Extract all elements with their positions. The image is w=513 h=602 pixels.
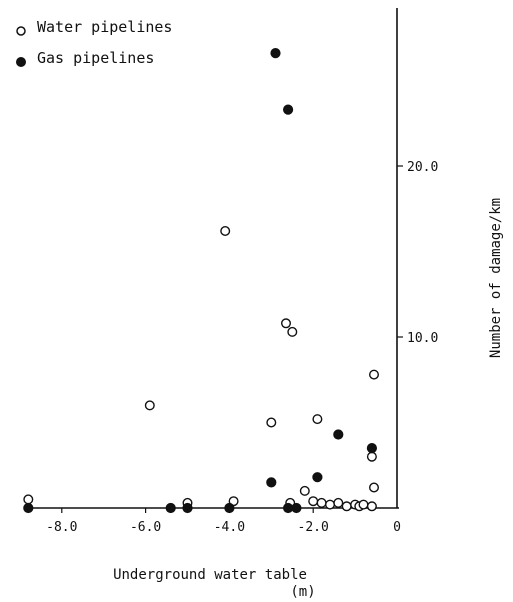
y-axis-title: Number of damage/km: [488, 198, 504, 358]
water-pipeline-point: [366, 451, 377, 462]
water-pipeline-point: [316, 497, 327, 508]
gas-pipeline-point: [266, 477, 277, 488]
gas-pipeline-point: [291, 502, 302, 514]
water-pipeline-point: [220, 225, 231, 236]
water-pipeline-point: [281, 318, 292, 329]
water-pipeline-point: [325, 499, 336, 510]
gas-pipeline-point: [366, 443, 377, 454]
water-pipelines-points: [23, 225, 380, 512]
x-tick-label: -4.0: [214, 520, 245, 535]
water-pipeline-point: [23, 494, 34, 505]
water-pipeline-point: [299, 485, 310, 496]
legend: Water pipelines Gas pipelines: [16, 18, 172, 67]
gas-pipeline-point: [182, 502, 193, 514]
gas-pipeline-point: [23, 502, 34, 514]
legend-label-water: Water pipelines: [37, 18, 172, 36]
y-ticks: 10.0 20.0 30.0: [397, 0, 438, 346]
gas-pipeline-point: [165, 502, 176, 514]
legend-marker-gas: [16, 57, 26, 67]
water-pipeline-point: [366, 501, 377, 512]
water-pipeline-point: [358, 499, 369, 510]
water-pipeline-point: [308, 496, 319, 507]
water-pipeline-point: [266, 417, 277, 428]
water-pipeline-point: [144, 400, 155, 411]
gas-pipeline-point: [224, 502, 235, 514]
x-axis-title: Underground water table: [113, 567, 307, 583]
x-tick-label: -6.0: [130, 520, 161, 535]
gas-pipelines-points: [23, 48, 377, 514]
water-pipeline-point: [369, 369, 380, 380]
water-pipeline-point: [312, 414, 323, 425]
x-tick-label: -2.0: [298, 520, 329, 535]
y-tick-label: 30.0: [407, 0, 438, 4]
legend-marker-water: [16, 26, 26, 36]
x-ticks: -8.0 -6.0 -4.0 -2.0 0: [46, 508, 401, 535]
water-pipeline-point: [333, 497, 344, 508]
water-pipeline-point: [369, 482, 380, 493]
water-pipeline-point: [341, 501, 352, 512]
gas-pipeline-point: [270, 48, 281, 59]
x-axis-unit: (m): [290, 584, 315, 600]
legend-label-gas: Gas pipelines: [37, 49, 154, 67]
y-tick-label: 20.0: [407, 160, 438, 175]
gas-pipeline-point: [283, 104, 294, 115]
y-tick-label: 10.0: [407, 331, 438, 346]
x-tick-label: -8.0: [46, 520, 77, 535]
water-pipeline-point: [287, 326, 298, 337]
gas-pipeline-point: [312, 472, 323, 483]
gas-pipeline-point: [333, 429, 344, 440]
x-tick-label: 0: [393, 520, 401, 535]
